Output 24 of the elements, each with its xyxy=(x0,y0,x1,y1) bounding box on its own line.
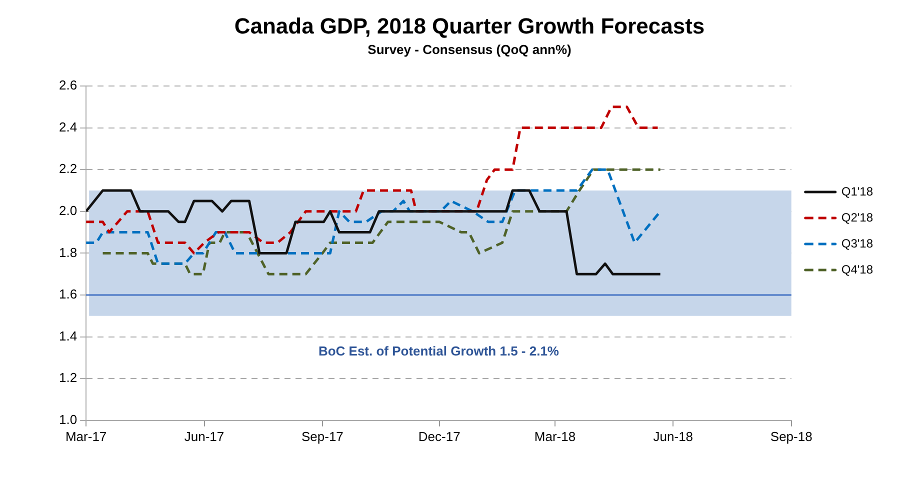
y-tick-label: 1.0 xyxy=(58,412,78,427)
chart-title: Canada GDP, 2018 Quarter Growth Forecasts xyxy=(234,13,705,38)
y-tick-label: 2.4 xyxy=(58,119,78,134)
band-label: BoC Est. of Potential Growth 1.5 - 2.1% xyxy=(318,343,560,358)
x-tick-label: Sep-17 xyxy=(301,428,344,444)
legend-label: Q3'18 xyxy=(841,236,874,250)
y-tick-label: 1.4 xyxy=(58,328,78,344)
x-tick-label: Sep-18 xyxy=(770,428,812,444)
y-tick-label: 2.0 xyxy=(58,202,78,218)
x-tick-label: Jun-17 xyxy=(184,428,224,444)
x-tick-label: Dec-17 xyxy=(418,428,460,444)
legend-label: Q2'18 xyxy=(841,210,874,224)
legend-label: Q1'18 xyxy=(841,184,874,198)
y-tick-label: 2.2 xyxy=(58,161,78,176)
chart-subtitle: Survey - Consensus (QoQ ann%) xyxy=(368,42,572,57)
x-tick-label: Mar-18 xyxy=(534,428,576,444)
x-tick-label: Mar-17 xyxy=(65,428,107,444)
y-tick-label: 1.2 xyxy=(58,370,78,386)
line-series xyxy=(86,106,659,254)
y-tick-label: 1.6 xyxy=(58,286,78,302)
legend-label: Q4'18 xyxy=(841,262,874,276)
y-tick-label: 1.8 xyxy=(58,244,78,260)
y-tick-label: 2.6 xyxy=(58,78,78,93)
x-tick-label: Jun-18 xyxy=(653,428,694,444)
